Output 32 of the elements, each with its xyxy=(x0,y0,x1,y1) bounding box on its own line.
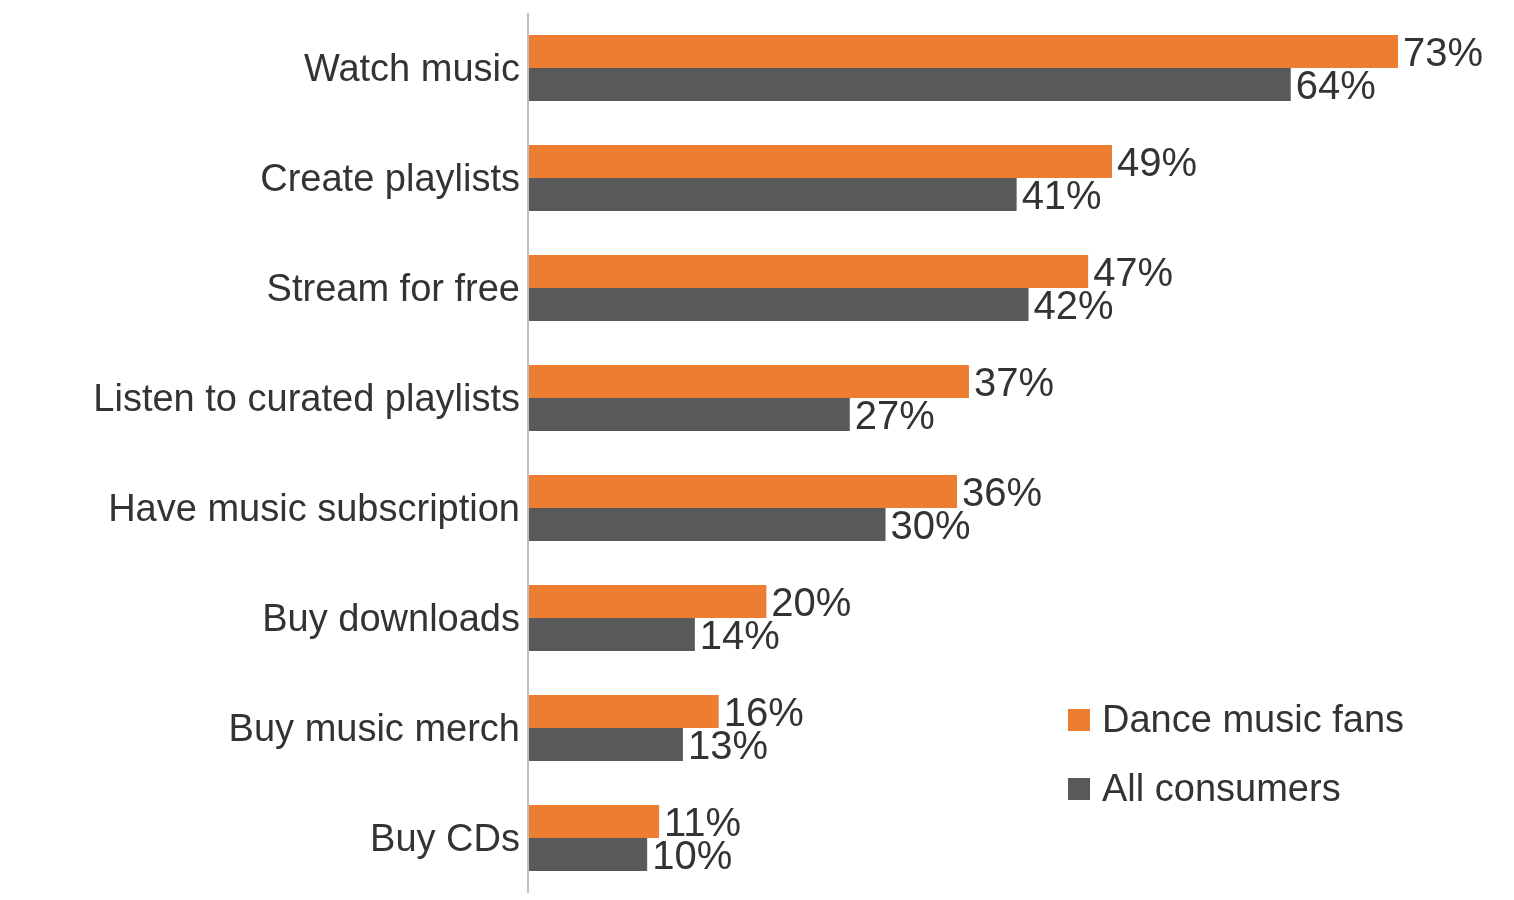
bar xyxy=(528,805,660,838)
y-tick-label: Create playlists xyxy=(260,157,520,200)
data-label: 73% xyxy=(1403,29,1484,74)
bar xyxy=(528,35,1398,68)
bar xyxy=(528,475,958,508)
bar xyxy=(528,585,767,618)
data-label: 41% xyxy=(1021,172,1102,217)
bar xyxy=(528,398,850,431)
y-tick-label: Watch music xyxy=(303,47,520,90)
data-label: 49% xyxy=(1116,139,1198,184)
data-label: 27% xyxy=(854,392,935,437)
bar xyxy=(528,288,1029,321)
legend-label: Dance music fans xyxy=(1102,698,1405,741)
bar xyxy=(528,618,695,651)
bar xyxy=(528,145,1112,178)
legend-label: All consumers xyxy=(1102,767,1341,810)
y-tick-label: Buy CDs xyxy=(370,817,520,860)
y-tick-label: Buy downloads xyxy=(262,597,520,640)
data-label: 64% xyxy=(1295,62,1376,107)
bar xyxy=(528,508,886,541)
bar xyxy=(528,838,648,871)
bar xyxy=(528,255,1089,288)
bar xyxy=(528,68,1291,101)
y-tick-label: Buy music merch xyxy=(228,707,520,750)
bar xyxy=(528,695,719,728)
y-tick-label: Listen to curated playlists xyxy=(93,377,520,420)
bar xyxy=(528,365,969,398)
bar xyxy=(528,178,1017,211)
bar xyxy=(528,728,683,761)
data-label: 37% xyxy=(973,359,1055,404)
y-tick-label: Have music subscription xyxy=(108,487,520,530)
y-tick-label: Stream for free xyxy=(266,267,520,310)
